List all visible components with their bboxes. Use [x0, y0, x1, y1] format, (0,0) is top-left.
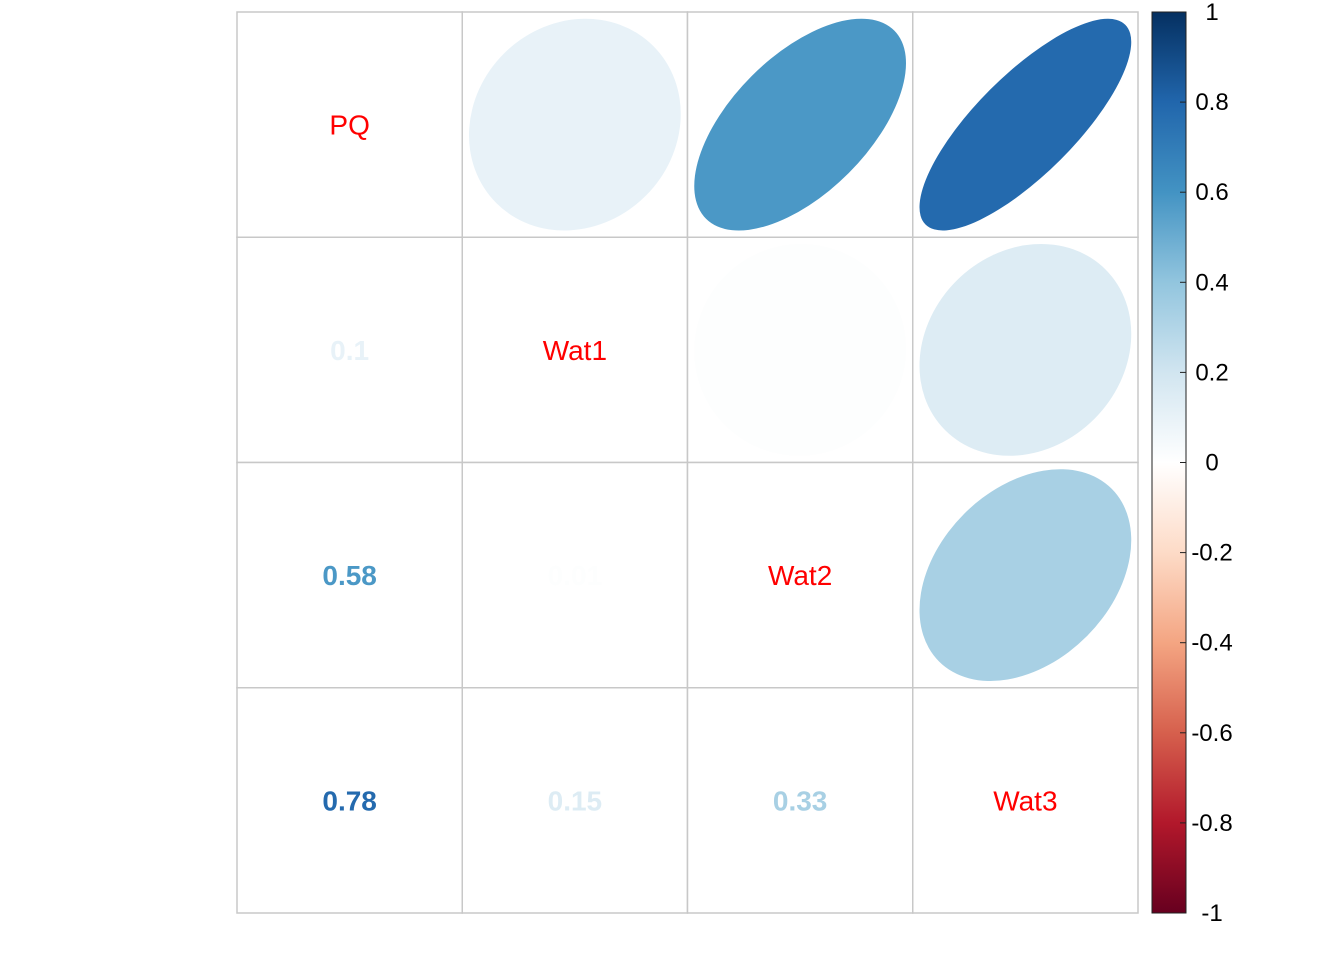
diagonal-label-Wat2: Wat2 [768, 560, 832, 591]
ellipse-PQ-Wat2 [694, 18, 906, 231]
colorbar-tick-label: 0 [1205, 450, 1218, 477]
cell-3-3 [912, 687, 1139, 914]
upper-ellipses [469, 18, 1132, 681]
cell-3-1 [461, 687, 689, 914]
colorbar-tick-label: -0.8 [1191, 810, 1232, 837]
cell-2-1 [461, 461, 689, 689]
coef-label-2-0: 0.58 [322, 560, 377, 591]
ellipse-PQ-Wat3 [919, 18, 1132, 231]
diagonal-label-PQ: PQ [329, 110, 369, 141]
colorbar-tick-label: 0.6 [1195, 179, 1228, 206]
coef-label-3-1: 0.15 [548, 785, 603, 816]
cell-3-0 [236, 687, 463, 914]
cell-1-0 [236, 236, 463, 464]
ellipse-Wat1-Wat2 [694, 244, 906, 456]
colorbar-tick-label: -1 [1201, 900, 1222, 927]
colorbar-tick-label: 0.8 [1195, 89, 1228, 116]
colorbar-tick-label: 1 [1205, 0, 1218, 26]
colorbar-tick-label: -0.2 [1191, 540, 1232, 567]
coef-label-3-2: 0.33 [773, 785, 828, 816]
coef-label-1-0: 0.1 [330, 335, 369, 366]
cell-labels: PQ Wat1 Wat2 Wat3 0.1 0.58 0.01 0.78 0.15 0.33 [322, 110, 1057, 817]
ellipse-Wat1-Wat3 [919, 244, 1132, 456]
colorbar-tick-label: -0.6 [1191, 720, 1232, 747]
colorbar-tick-label: 0.4 [1195, 269, 1228, 296]
colorbar-tick-label: 0.2 [1195, 359, 1228, 386]
colorbar-tick-label: -0.4 [1191, 630, 1232, 657]
ellipse-PQ-Wat1 [469, 18, 681, 231]
coef-label-3-0: 0.78 [322, 785, 377, 816]
ellipse-Wat2-Wat3 [919, 469, 1132, 681]
cell-3-2 [686, 687, 914, 914]
diagonal-label-Wat1: Wat1 [543, 335, 607, 366]
diagonal-label-Wat3: Wat3 [993, 785, 1057, 816]
cell-1-1 [461, 236, 689, 464]
colorbar: 1 0.8 0.6 0.4 0.2 0 -0.2 -0.4 -0.6 -0.8 -1 [1151, 0, 1233, 927]
coef-label-2-1: 0.01 [548, 560, 603, 591]
cell-0-0 [236, 11, 463, 238]
